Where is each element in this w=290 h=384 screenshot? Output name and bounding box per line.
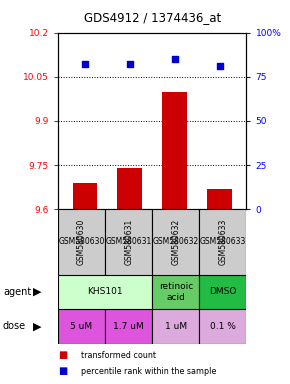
Bar [207, 189, 232, 209]
Bar [199, 209, 246, 275]
Bar [199, 209, 246, 275]
Bar [72, 183, 97, 209]
Text: GSM580632: GSM580632 [153, 237, 199, 247]
Point [128, 61, 132, 68]
Bar [152, 309, 200, 344]
Bar [152, 209, 200, 275]
Bar [58, 309, 105, 344]
Text: GSM580630: GSM580630 [58, 237, 105, 247]
Text: ■: ■ [58, 350, 67, 360]
Bar [152, 275, 200, 309]
Text: agent: agent [3, 287, 31, 297]
Text: ▶: ▶ [33, 287, 42, 297]
Text: transformed count: transformed count [81, 351, 156, 360]
Bar [152, 209, 200, 275]
Bar [105, 309, 152, 344]
Text: GSM580632: GSM580632 [171, 219, 180, 265]
Text: percentile rank within the sample: percentile rank within the sample [81, 367, 217, 376]
Text: 1 uM: 1 uM [165, 322, 187, 331]
Bar [58, 209, 105, 275]
Point [83, 61, 87, 68]
Point [172, 56, 177, 62]
Text: GSM580633: GSM580633 [218, 219, 227, 265]
Bar [162, 91, 187, 209]
Text: GSM580631: GSM580631 [106, 237, 152, 247]
Bar [105, 209, 152, 275]
Bar [199, 275, 246, 309]
Bar [117, 168, 142, 209]
Text: ■: ■ [58, 366, 67, 376]
Text: retinoic
acid: retinoic acid [159, 282, 193, 301]
Bar [199, 309, 246, 344]
Text: 0.1 %: 0.1 % [210, 322, 236, 331]
Bar [58, 275, 152, 309]
Point [217, 63, 222, 69]
Bar [105, 209, 152, 275]
Text: 5 uM: 5 uM [70, 322, 93, 331]
Bar [58, 209, 105, 275]
Text: GDS4912 / 1374436_at: GDS4912 / 1374436_at [84, 11, 221, 24]
Text: KHS101: KHS101 [87, 287, 123, 296]
Text: 1.7 uM: 1.7 uM [113, 322, 144, 331]
Text: GSM580631: GSM580631 [124, 219, 133, 265]
Text: GSM580630: GSM580630 [77, 219, 86, 265]
Text: GSM580633: GSM580633 [200, 237, 246, 247]
Text: ▶: ▶ [33, 321, 42, 331]
Text: dose: dose [3, 321, 26, 331]
Text: DMSO: DMSO [209, 287, 237, 296]
